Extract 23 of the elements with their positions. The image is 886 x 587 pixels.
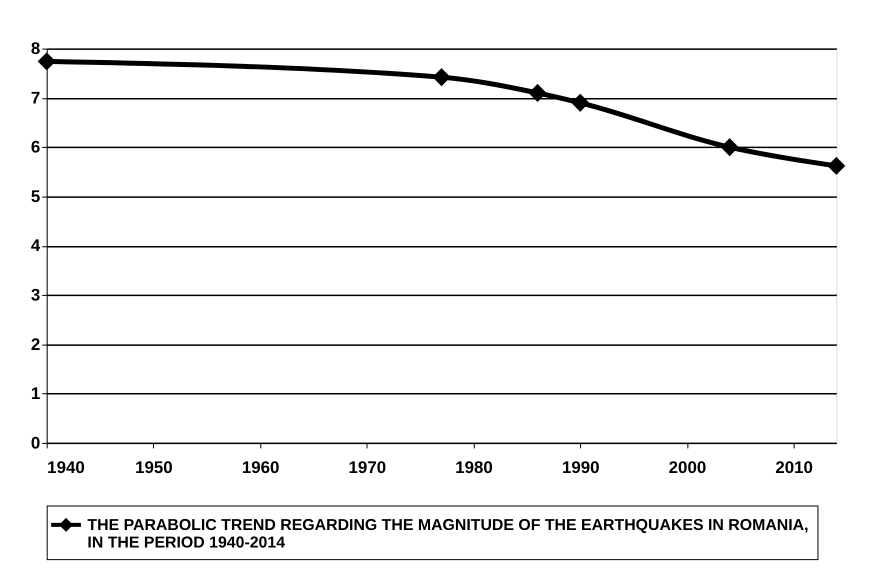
x-tick-label: 1980 (455, 458, 493, 478)
point (571, 94, 590, 112)
x-tick-label: 2000 (668, 458, 706, 478)
y-tick-label: 4 (30, 236, 41, 256)
point (432, 68, 451, 86)
y-tick-label: 1 (30, 384, 40, 404)
x-tick-label: 1940 (47, 458, 85, 478)
y-tick-label: 6 (30, 138, 40, 157)
x-tick-label: 1950 (135, 458, 173, 478)
x-tick-label: 1990 (562, 458, 600, 478)
point (827, 156, 846, 175)
y-tick-label: 5 (30, 186, 40, 206)
y-tick-label: 8 (30, 39, 40, 58)
legend-label: THE PARABOLIC TREND REGARDING THE MAGNITUDE OF THE EARTHQUAKES IN ROMANIA, IN THE PERIOD 1940-2014 (87, 516, 809, 552)
point (720, 138, 739, 156)
y-tick-label: 7 (30, 88, 40, 108)
x-tick-label: 1970 (348, 458, 386, 478)
x-tick-label: 2010 (775, 458, 813, 478)
y-tick-label: 0 (30, 433, 40, 452)
y-tick-label: 2 (30, 334, 40, 354)
y-tick-label: 3 (30, 286, 40, 305)
x-tick-label: 1960 (242, 458, 280, 478)
point (528, 84, 547, 102)
